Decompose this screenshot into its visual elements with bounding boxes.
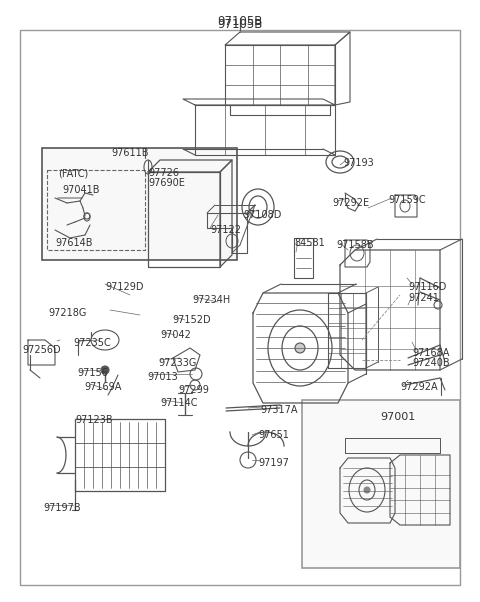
Ellipse shape [101,366,109,374]
Text: 97317A: 97317A [260,405,298,415]
Text: 97116D: 97116D [408,282,446,292]
Text: 97233G: 97233G [158,358,196,368]
Text: 97168A: 97168A [412,348,449,358]
Text: 97105B: 97105B [217,18,263,31]
Ellipse shape [295,343,305,353]
Text: 97197: 97197 [258,458,289,468]
Text: 97726: 97726 [148,168,179,178]
Ellipse shape [364,487,370,493]
Text: 97152D: 97152D [172,315,211,325]
Text: 97001: 97001 [380,412,415,422]
Text: 97292E: 97292E [332,198,369,208]
Text: 97158B: 97158B [336,240,373,250]
Text: 97129D: 97129D [105,282,144,292]
Text: 97235C: 97235C [73,338,111,348]
Text: 97299: 97299 [178,385,209,395]
Text: 97614B: 97614B [55,238,93,248]
Text: (FATC): (FATC) [58,168,88,178]
Text: 97690E: 97690E [148,178,185,188]
Bar [302,400,460,568]
Text: 97122: 97122 [210,225,241,235]
Text: 97169A: 97169A [84,382,121,392]
Text: 97042: 97042 [160,330,191,340]
Text: 97240B: 97240B [412,358,450,368]
Text: 97197B: 97197B [43,503,81,513]
Text: 97123B: 97123B [75,415,113,425]
Text: 97256D: 97256D [22,345,60,355]
Bar [47,170,145,250]
Text: 97108D: 97108D [243,210,281,220]
Text: 97013: 97013 [147,372,178,382]
Text: 97041B: 97041B [62,185,99,195]
Bar [42,148,237,260]
Text: 84581: 84581 [294,238,325,248]
Text: 97193: 97193 [343,158,374,168]
Text: 97611B: 97611B [111,148,149,158]
Text: 97234H: 97234H [192,295,230,305]
Text: 97159C: 97159C [388,195,426,205]
Text: 97114C: 97114C [160,398,197,408]
Text: 97651: 97651 [258,430,289,440]
Text: 97292A: 97292A [400,382,438,392]
Text: 97105B: 97105B [217,15,263,28]
Text: 97156: 97156 [77,368,108,378]
Text: 97218G: 97218G [48,308,86,318]
Text: 97241: 97241 [408,293,439,303]
